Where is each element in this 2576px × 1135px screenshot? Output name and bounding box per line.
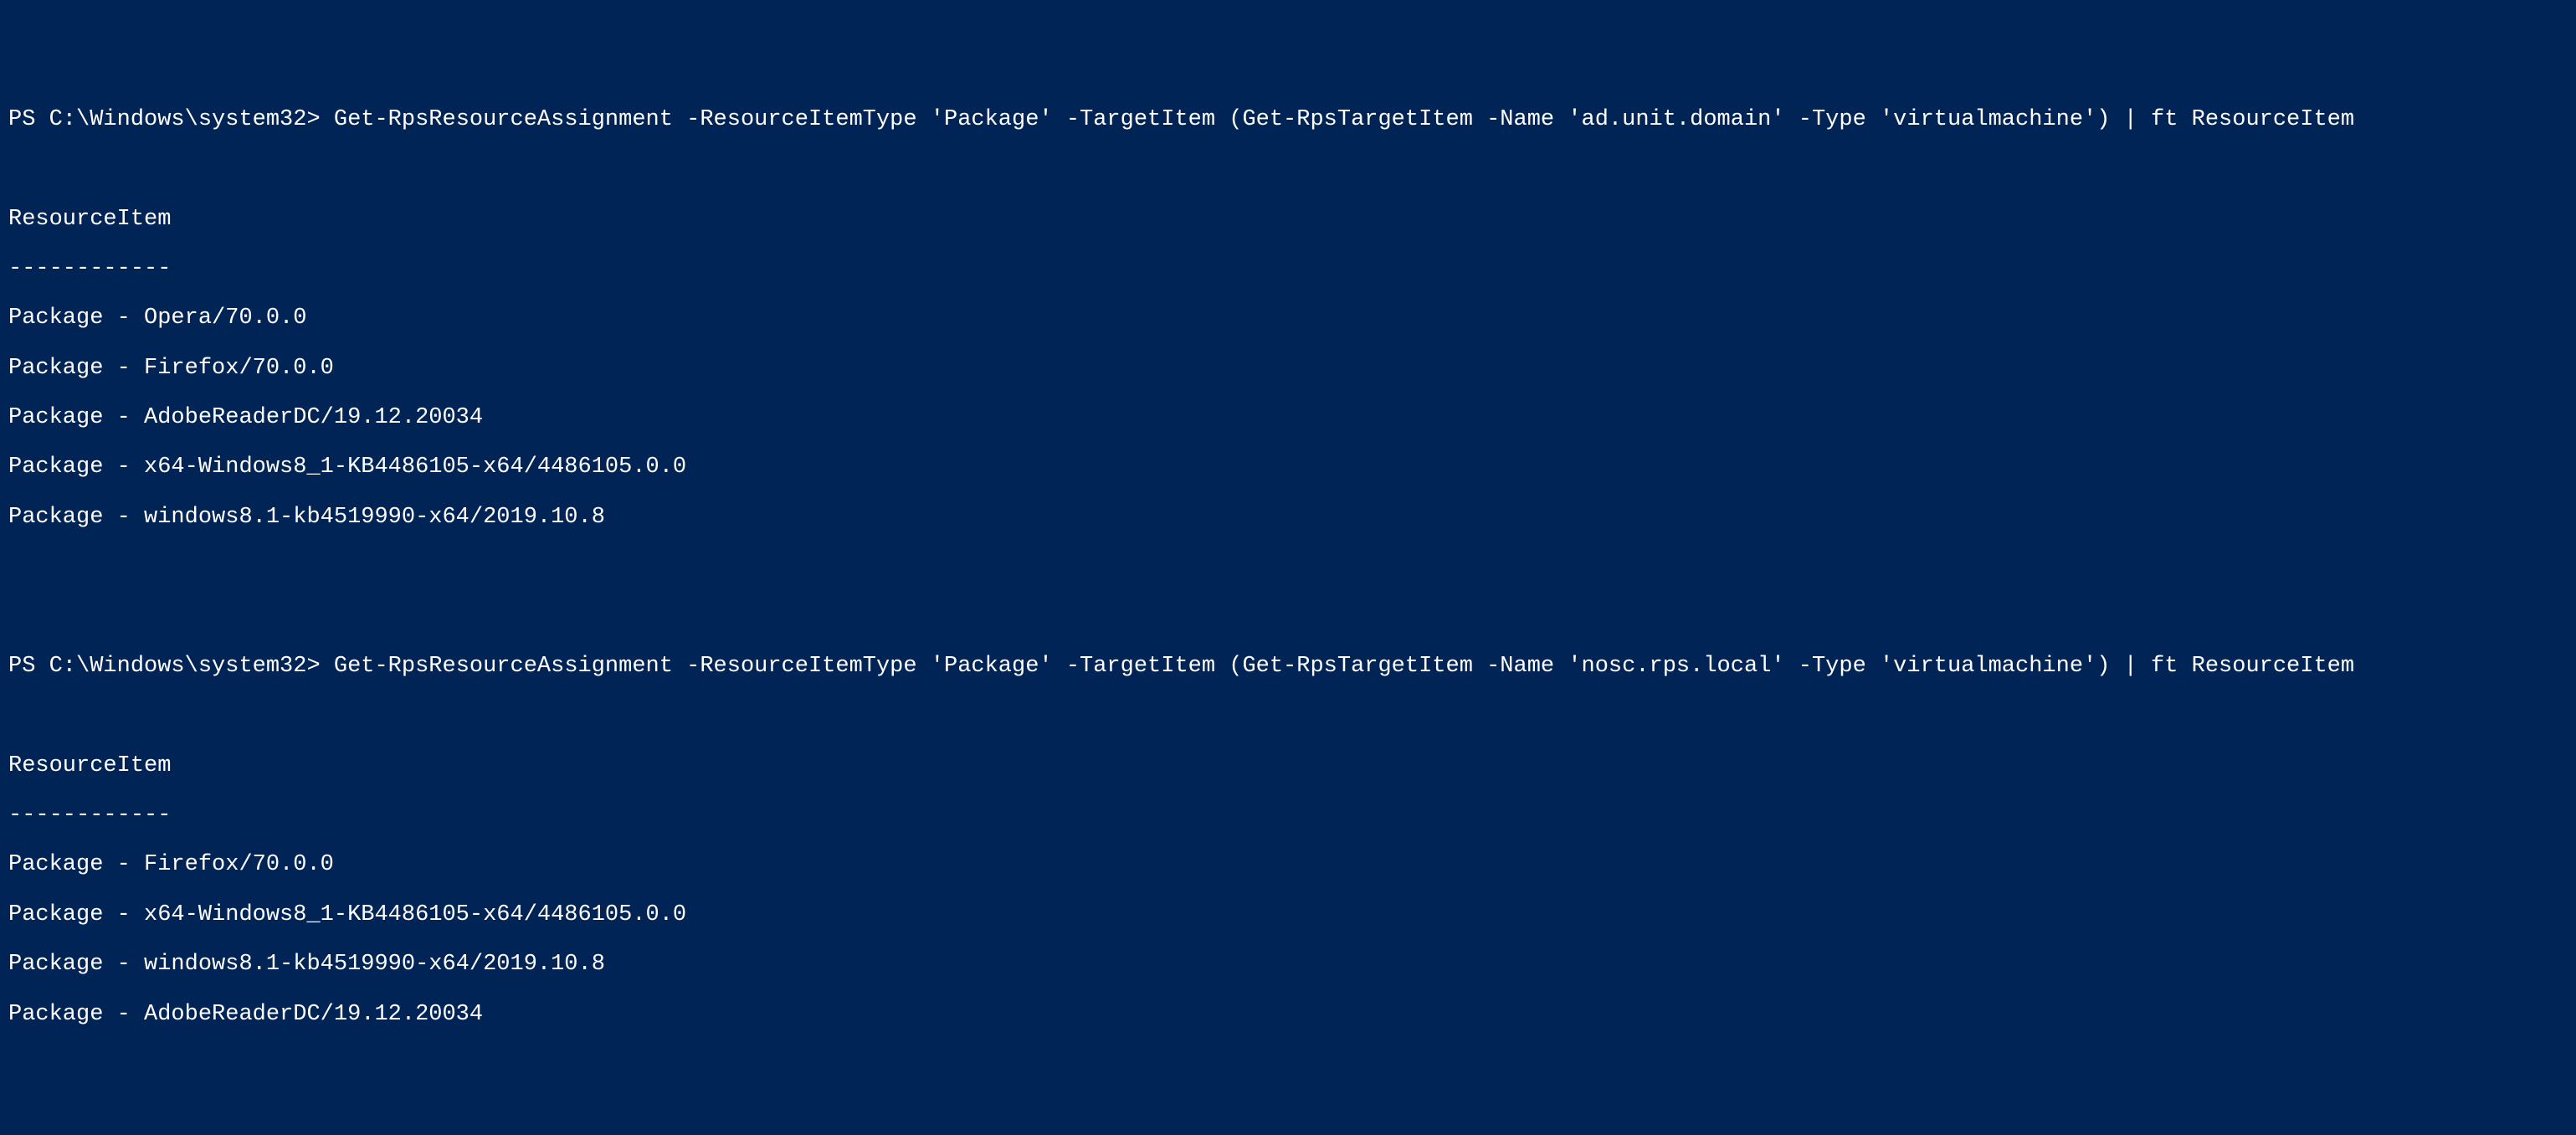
row-1-3: Package - x64-Windows8_1-KB4486105-x64/4… — [8, 455, 2568, 480]
header-1: ResourceItem — [8, 208, 2568, 233]
divider-2: ------------ — [8, 804, 2568, 829]
row-2-1: Package - x64-Windows8_1-KB4486105-x64/4… — [8, 903, 2568, 928]
row-1-2: Package - AdobeReaderDC/19.12.20034 — [8, 406, 2568, 431]
row-2-3: Package - AdobeReaderDC/19.12.20034 — [8, 1003, 2568, 1028]
command-line-1[interactable]: PS C:\Windows\system32> Get-RpsResourceA… — [8, 108, 2568, 133]
command-2: Get-RpsResourceAssignment -ResourceItemT… — [334, 654, 2354, 679]
row-2-0: Package - Firefox/70.0.0 — [8, 853, 2568, 878]
blank-line-4 — [8, 704, 2568, 729]
prompt-1: PS C:\Windows\system32> — [8, 107, 334, 132]
row-2-2: Package - windows8.1-kb4519990-x64/2019.… — [8, 953, 2568, 978]
blank-line-3 — [8, 605, 2568, 630]
prompt-2: PS C:\Windows\system32> — [8, 654, 334, 679]
command-line-2[interactable]: PS C:\Windows\system32> Get-RpsResourceA… — [8, 655, 2568, 680]
row-1-4: Package - windows8.1-kb4519990-x64/2019.… — [8, 506, 2568, 531]
blank-line-1 — [8, 157, 2568, 182]
row-1-1: Package - Firefox/70.0.0 — [8, 357, 2568, 382]
divider-1: ------------ — [8, 257, 2568, 282]
header-2: ResourceItem — [8, 754, 2568, 779]
row-1-0: Package - Opera/70.0.0 — [8, 306, 2568, 331]
command-1: Get-RpsResourceAssignment -ResourceItemT… — [334, 107, 2354, 132]
